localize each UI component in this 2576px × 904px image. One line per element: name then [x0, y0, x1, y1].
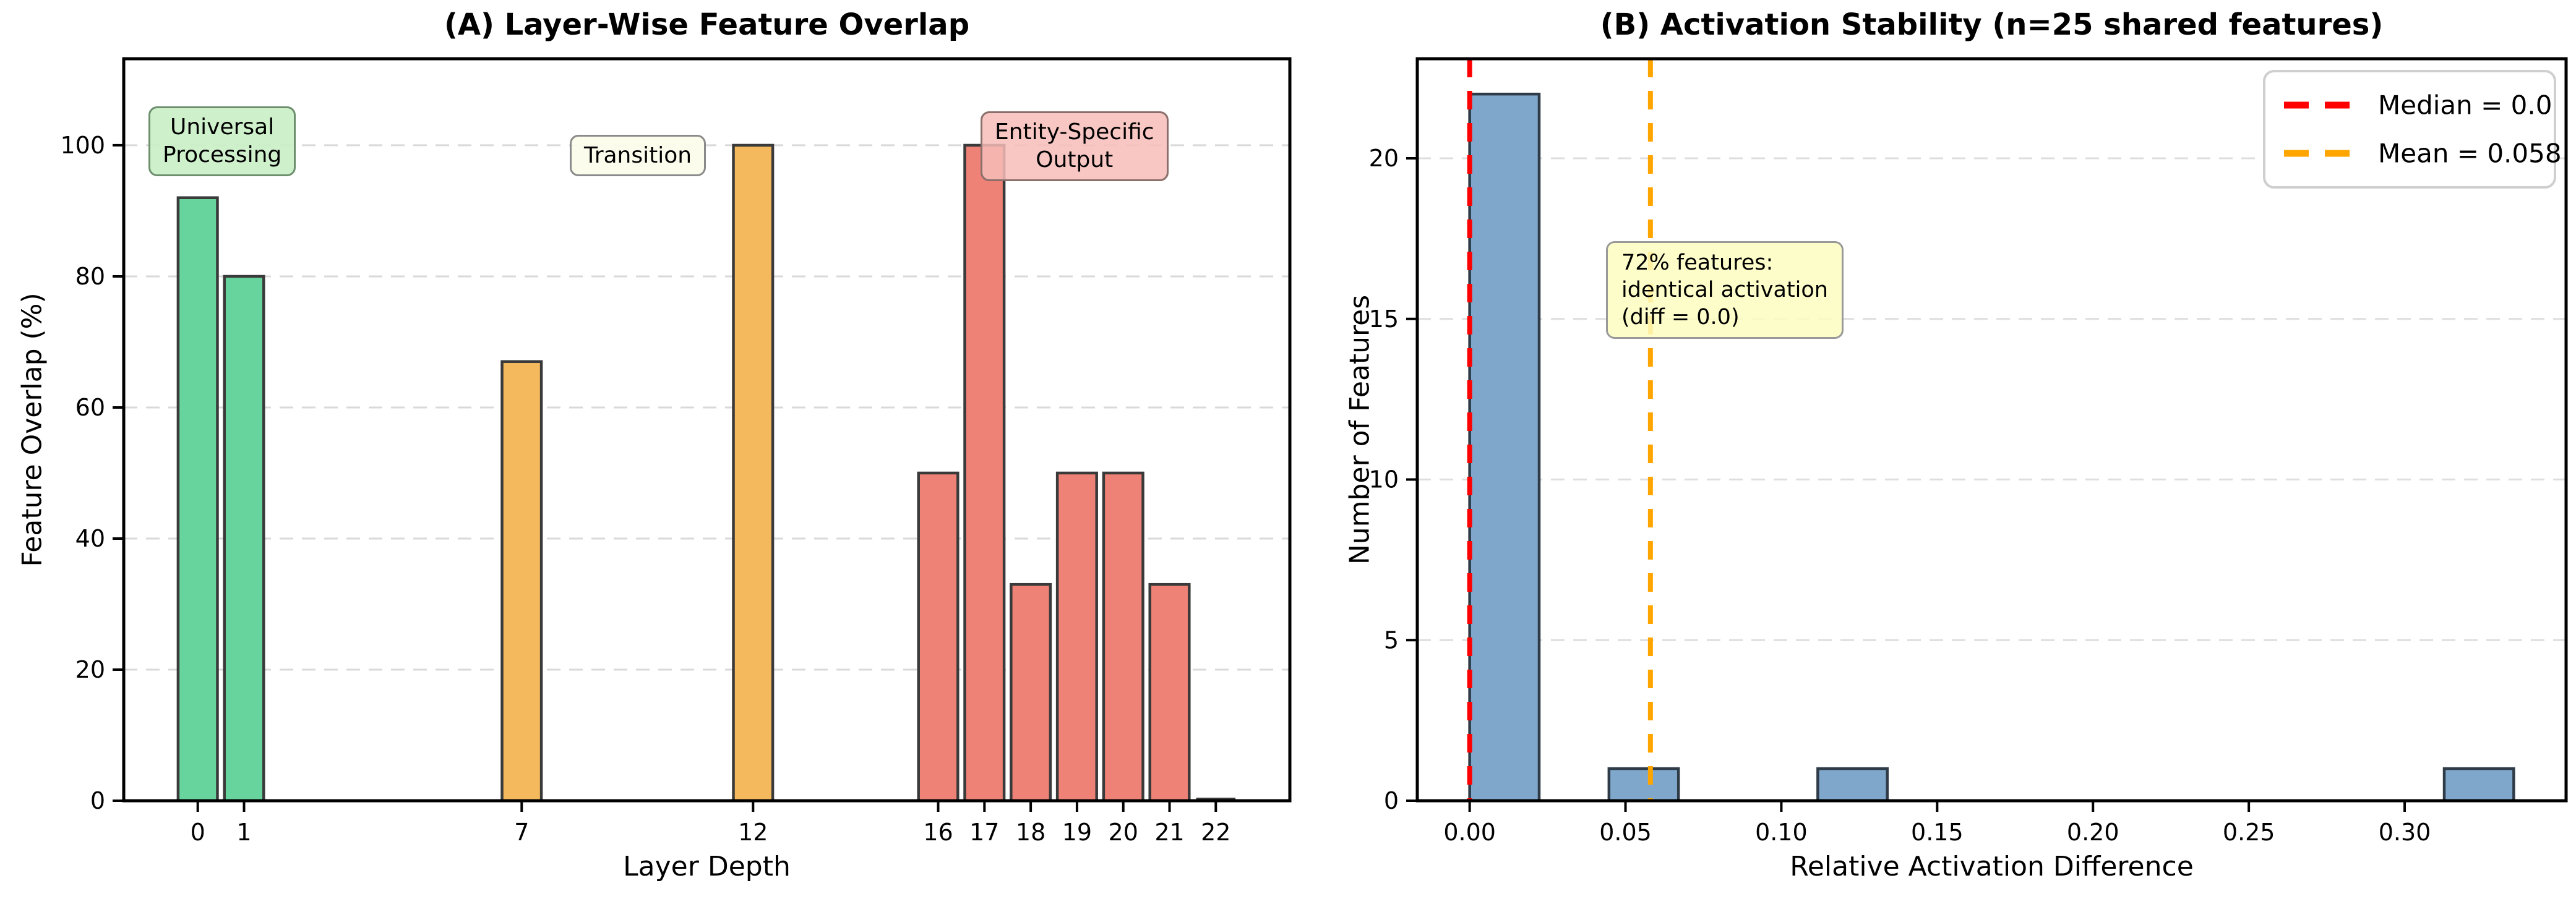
x-tick-label: 0.20: [2067, 819, 2119, 846]
x-tick-label: 0.00: [1443, 819, 1496, 846]
panel-a-title: (A) Layer-Wise Feature Overlap: [444, 7, 970, 42]
y-tick-label: 20: [1369, 145, 1399, 172]
axes-frame: [1415, 57, 2568, 803]
panel-b-title: (B) Activation Stability (n=25 shared fe…: [1600, 7, 2384, 42]
bar-layer-7: [500, 360, 543, 803]
x-tick-label: 0.25: [2223, 819, 2275, 846]
panel-a-bars: [176, 143, 1236, 803]
bar-layer-0: [176, 196, 219, 803]
panel-a-yaxis-label: Feature Overlap (%): [16, 292, 48, 567]
legend-label-median: Median = 0.0: [2378, 90, 2552, 121]
panel-b-histogram: [1468, 92, 2515, 803]
x-tick-label: 16: [923, 819, 953, 846]
axes-frame: [122, 57, 1292, 803]
bar-layer-1: [223, 275, 265, 803]
panel-a-xaxis-label: Layer Depth: [623, 851, 791, 882]
x-tick-label: 0: [191, 819, 205, 846]
x-tick-label: 12: [738, 819, 768, 846]
bar-layer-21: [1148, 582, 1191, 803]
annotation-entity-specific-output: Entity-Specific Output: [981, 111, 1169, 181]
x-tick-label: 0.30: [2379, 819, 2431, 846]
x-tick-label: 17: [969, 819, 999, 846]
legend-label-mean: Mean = 0.058: [2378, 139, 2562, 169]
bar-layer-12: [732, 143, 775, 803]
x-tick-label: 19: [1062, 819, 1092, 846]
panel-b-yaxis-label: Number of Features: [1344, 294, 1376, 565]
x-tick-label: 22: [1201, 819, 1230, 846]
bar-layer-18: [1010, 582, 1052, 803]
panel-b-xaxis-label: Relative Activation Difference: [1790, 851, 2194, 882]
y-tick-label: 40: [75, 525, 105, 552]
panel-b: 0 5 10 15 20 0.00 0.05 0.10 0.15 0.20 0.25 0.30 Medi…: [1369, 57, 2568, 846]
y-tick-label: 0: [1384, 787, 1399, 814]
y-tick-label: 60: [75, 394, 105, 421]
annotation-transition: Transition: [570, 135, 706, 177]
y-tick-label: 0: [90, 787, 105, 814]
x-tick-label: 0.05: [1599, 819, 1652, 846]
annotation-universal-processing: Universal Processing: [148, 106, 296, 176]
y-tick-label: 10: [1369, 466, 1399, 493]
bar-layer-16: [917, 471, 960, 803]
legend-box: [2263, 70, 2556, 189]
x-tick-label: 18: [1016, 819, 1045, 846]
x-tick-label: 0.10: [1755, 819, 1808, 846]
annotation-identical-activation: 72% features: identical activation (diff…: [1606, 241, 1844, 339]
hist-bar: [1607, 767, 1680, 803]
hist-bar: [1468, 92, 1541, 803]
x-tick-label: 21: [1154, 819, 1184, 846]
bar-layer-17: [963, 143, 1006, 803]
y-tick-label: 80: [75, 263, 105, 290]
hist-bar: [1816, 767, 1889, 803]
bar-layer-19: [1055, 471, 1098, 803]
y-tick-label: 5: [1384, 626, 1399, 654]
hist-bar: [2442, 767, 2515, 803]
legend: Median = 0.0 Mean = 0.058: [2263, 70, 2562, 189]
x-tick-label: 20: [1109, 819, 1138, 846]
x-tick-label: 1: [236, 819, 251, 846]
y-tick-label: 100: [60, 132, 105, 159]
bar-layer-20: [1102, 471, 1144, 803]
y-tick-label: 20: [75, 656, 105, 683]
x-tick-label: 7: [514, 819, 529, 846]
y-tick-label: 15: [1369, 305, 1399, 333]
x-tick-label: 0.15: [1911, 819, 1964, 846]
